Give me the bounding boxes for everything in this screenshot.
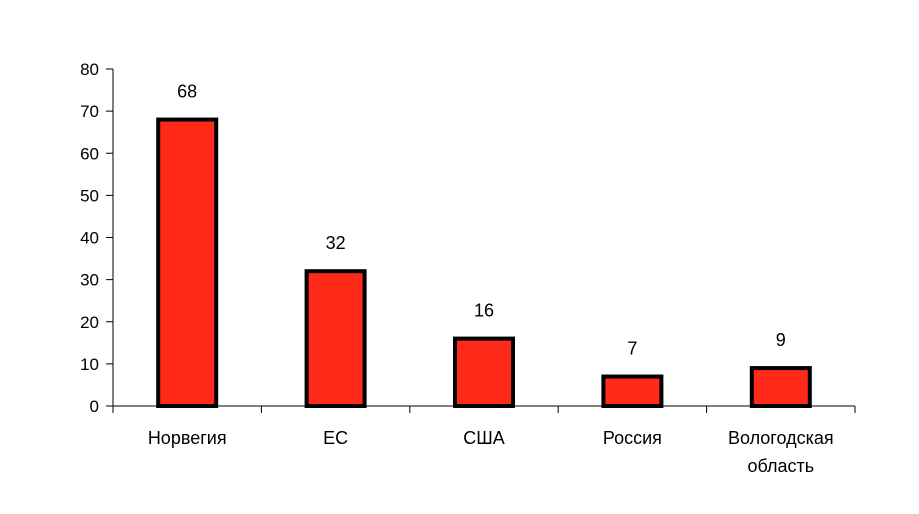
y-tick-label: 0 bbox=[90, 397, 99, 416]
y-axis: 0 10 20 30 40 50 60 70 80 bbox=[80, 60, 114, 416]
category-label-line: США bbox=[463, 428, 505, 448]
category-label: США bbox=[463, 428, 505, 448]
y-tick-label: 10 bbox=[80, 355, 99, 374]
y-tick-label: 20 bbox=[80, 313, 99, 332]
y-tick-label: 70 bbox=[80, 102, 99, 121]
y-tick-label: 60 bbox=[80, 144, 99, 163]
data-label: 9 bbox=[776, 330, 786, 350]
data-label: 16 bbox=[474, 301, 494, 321]
bar bbox=[749, 366, 812, 408]
category-label: Россия bbox=[603, 428, 662, 448]
data-labels: 68 32 16 7 9 bbox=[177, 82, 786, 359]
bar bbox=[304, 269, 367, 409]
category-label: Вологодская область bbox=[728, 428, 834, 476]
y-tick-label: 30 bbox=[80, 271, 99, 290]
data-label: 68 bbox=[177, 82, 197, 102]
category-label-line: Россия bbox=[603, 428, 662, 448]
bar bbox=[156, 117, 219, 409]
category-label-line: Вологодская bbox=[728, 428, 834, 448]
y-tick-label: 40 bbox=[80, 229, 99, 248]
data-label: 7 bbox=[627, 339, 637, 359]
category-label-line: Норвегия bbox=[148, 428, 227, 448]
category-labels: Норвегия ЕС США Россия Вологодская область bbox=[148, 428, 834, 476]
y-tick-label: 50 bbox=[80, 186, 99, 205]
category-label: Норвегия bbox=[148, 428, 227, 448]
bars bbox=[156, 117, 812, 409]
y-tick-label: 80 bbox=[80, 60, 99, 79]
bar bbox=[453, 336, 515, 409]
category-label-line: ЕС bbox=[323, 428, 348, 448]
data-label: 32 bbox=[326, 233, 346, 253]
category-label-line: область bbox=[747, 456, 814, 476]
bar bbox=[601, 374, 664, 409]
category-label: ЕС bbox=[323, 428, 348, 448]
